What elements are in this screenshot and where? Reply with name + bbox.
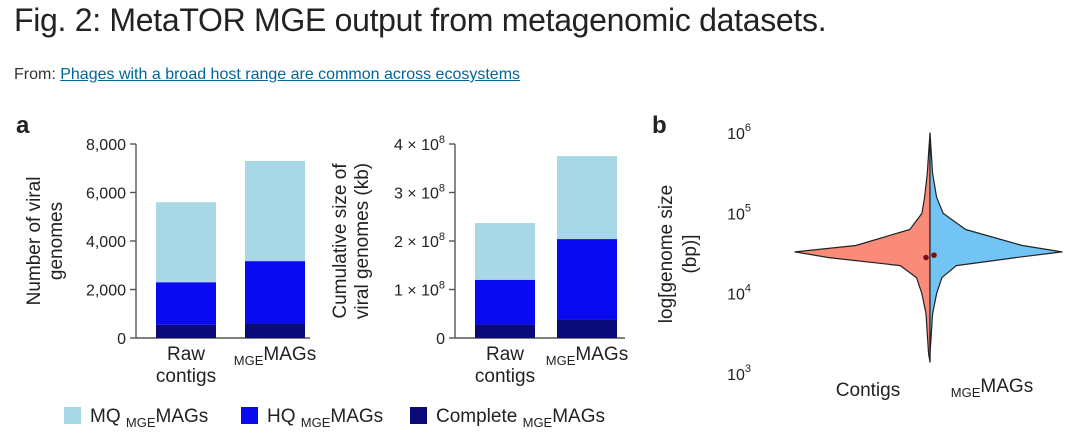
legend-label: HQ MGEMAGs xyxy=(267,406,383,430)
legend-prefix: MQ xyxy=(90,406,126,427)
bar-segment xyxy=(156,282,216,325)
y-tick-label: 106 xyxy=(727,122,751,143)
y-tick-label: 4,000 xyxy=(86,234,126,251)
legend-prefix: Complete xyxy=(436,406,523,427)
legend-suffix: MAGs xyxy=(330,406,383,427)
y-axis-label-line: Number of viral xyxy=(24,177,45,306)
y-axis-label-line: viral genomes (kb) xyxy=(352,163,373,319)
y-tick-exponent: 4 xyxy=(745,283,751,295)
median-dot-contigs xyxy=(923,254,929,261)
legend-label: MQ MGEMAGs xyxy=(90,406,208,430)
subscript-text: MGE xyxy=(951,385,981,400)
violin-chart: 103 104 105 106 log[genome size (bp)] Contigs M… xyxy=(656,122,1063,401)
subscript-text: MGE xyxy=(546,353,576,368)
main-text: MAGs xyxy=(263,344,316,365)
y-axis-label-line: Cumulative size of xyxy=(330,163,351,319)
bar-segment xyxy=(245,160,305,262)
y-tick-exponent: 6 xyxy=(745,122,751,134)
y-tick-exponent: 5 xyxy=(745,202,751,214)
violin-contigs xyxy=(794,132,931,363)
x-tick-label: contigs xyxy=(475,366,535,387)
y-tick-label: 104 xyxy=(727,283,751,304)
bar-segment xyxy=(475,279,535,325)
y-tick-label: 0 xyxy=(436,331,445,348)
bar-segment xyxy=(156,324,216,338)
y-tick-label: 4 × 108 xyxy=(394,134,445,154)
legend-swatch xyxy=(410,407,427,424)
main-text: MAGs xyxy=(575,344,628,365)
y-tick-label: 2 × 108 xyxy=(394,231,445,251)
y-tick-label: 6,000 xyxy=(86,186,126,203)
y-axis-label: Number of viralgenomes xyxy=(24,177,67,306)
y-axis-label: Cumulative size ofviral genomes (kb) xyxy=(330,163,373,319)
legend-subscript: MGE xyxy=(301,415,331,430)
y-tick-label: 2,000 xyxy=(86,283,126,300)
y-tick-exponent: 8 xyxy=(439,134,445,146)
x-tick-label: MGEMAGs xyxy=(546,344,628,368)
y-tick-exponent: 8 xyxy=(439,183,445,195)
source-line: From: Phages with a broad host range are… xyxy=(14,66,520,84)
legend-swatch xyxy=(64,407,81,424)
bar-segment xyxy=(475,324,535,338)
y-tick-exponent: 8 xyxy=(439,231,445,243)
x-tick-label: contigs xyxy=(156,366,216,387)
bar-segment xyxy=(557,239,617,320)
panel-label-a: a xyxy=(16,112,30,139)
legend-suffix: MAGs xyxy=(552,406,605,427)
y-tick-label: 1 × 108 xyxy=(394,280,445,300)
x-tick-label: Raw xyxy=(486,344,524,365)
bar-segment xyxy=(245,261,305,324)
y-tick-exponent: 8 xyxy=(439,280,445,292)
bar-segment xyxy=(156,202,216,283)
bar-segment xyxy=(557,156,617,240)
y-axis-label-line: genomes xyxy=(46,202,67,280)
legend-swatch xyxy=(241,407,258,424)
y-axis-label-line: (bp)] xyxy=(680,234,701,273)
bar-segment xyxy=(475,223,535,280)
x-tick-label: MGEMAGs xyxy=(234,344,316,368)
y-axis-label: log[genome size (bp)] xyxy=(656,185,701,323)
legend-subscript: MGE xyxy=(126,415,156,430)
from-label: From: xyxy=(14,66,56,83)
median-dot-mge-mags xyxy=(931,252,937,258)
violin-mge-mags xyxy=(929,132,1063,363)
legend-suffix: MAGs xyxy=(156,406,209,427)
legend-label: Complete MGEMAGs xyxy=(436,406,605,430)
legend-subscript: MGE xyxy=(523,415,553,430)
y-tick-label: 8,000 xyxy=(86,137,126,154)
subscript-text: MGE xyxy=(234,353,264,368)
y-tick-label: 105 xyxy=(727,202,751,223)
panel-label-b: b xyxy=(652,112,667,139)
x-group-label: Contigs xyxy=(836,380,900,401)
y-axis-label-line: log[genome size xyxy=(656,185,677,323)
bar-segment xyxy=(557,319,617,338)
y-tick-label: 0 xyxy=(117,331,126,348)
legend: MQ MGEMAGs HQ MGEMAGs Complete MGEMAGs xyxy=(64,406,605,430)
x-group-label: MGEMAGs xyxy=(951,376,1033,400)
bar-segment xyxy=(245,323,305,338)
y-tick-label: 3 × 108 xyxy=(394,183,445,203)
y-tick-label: 103 xyxy=(727,363,751,384)
y-tick-exponent: 3 xyxy=(745,363,751,375)
x-tick-label: Raw xyxy=(167,344,205,365)
source-article-link[interactable]: Phages with a broad host range are commo… xyxy=(60,66,521,83)
figure-title: Fig. 2: MetaTOR MGE output from metageno… xyxy=(14,2,827,38)
main-text: MAGs xyxy=(980,376,1033,397)
legend-prefix: HQ xyxy=(267,406,301,427)
